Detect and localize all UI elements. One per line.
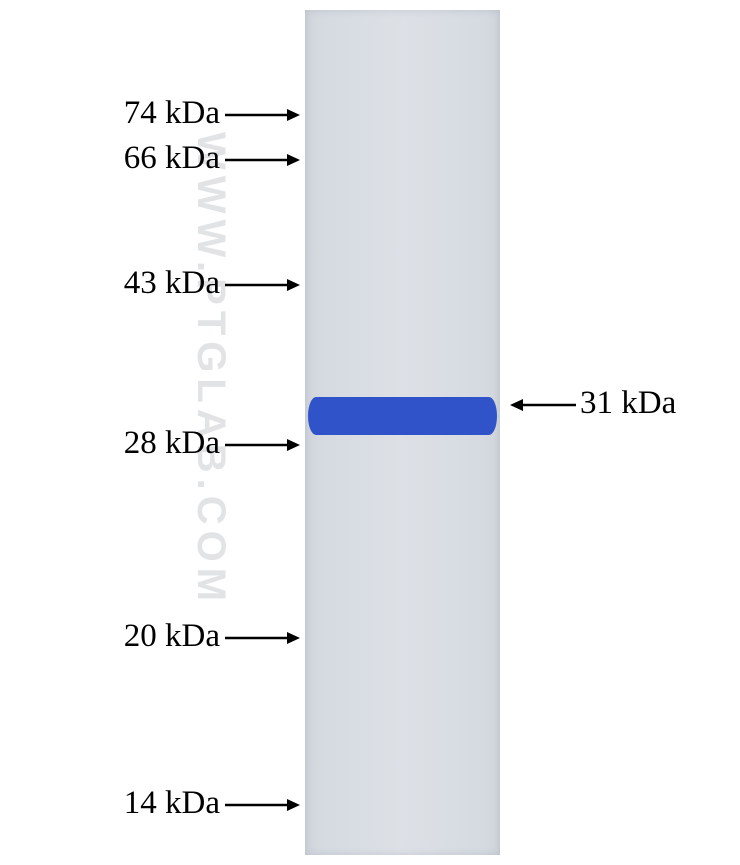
marker-arrow-14 bbox=[225, 793, 300, 817]
gel-image-container: WWW.PTGLAB.COM 74 kDa 66 kDa 43 kDa 28 k… bbox=[0, 0, 740, 865]
band-label-31: 31 kDa bbox=[580, 385, 676, 422]
watermark-text: WWW.PTGLAB.COM bbox=[188, 132, 233, 607]
marker-label-74: 74 kDa bbox=[124, 95, 220, 132]
marker-label-28: 28 kDa bbox=[124, 425, 220, 462]
protein-band bbox=[308, 397, 497, 435]
marker-arrow-66 bbox=[225, 148, 300, 172]
marker-label-43: 43 kDa bbox=[124, 265, 220, 302]
marker-label-66: 66 kDa bbox=[124, 140, 220, 177]
marker-arrow-20 bbox=[225, 626, 300, 650]
marker-arrow-74 bbox=[225, 103, 300, 127]
marker-arrow-43 bbox=[225, 273, 300, 297]
marker-label-20: 20 kDa bbox=[124, 618, 220, 655]
marker-label-14: 14 kDa bbox=[124, 785, 220, 822]
band-arrow-31 bbox=[510, 393, 576, 422]
marker-arrow-28 bbox=[225, 433, 300, 457]
